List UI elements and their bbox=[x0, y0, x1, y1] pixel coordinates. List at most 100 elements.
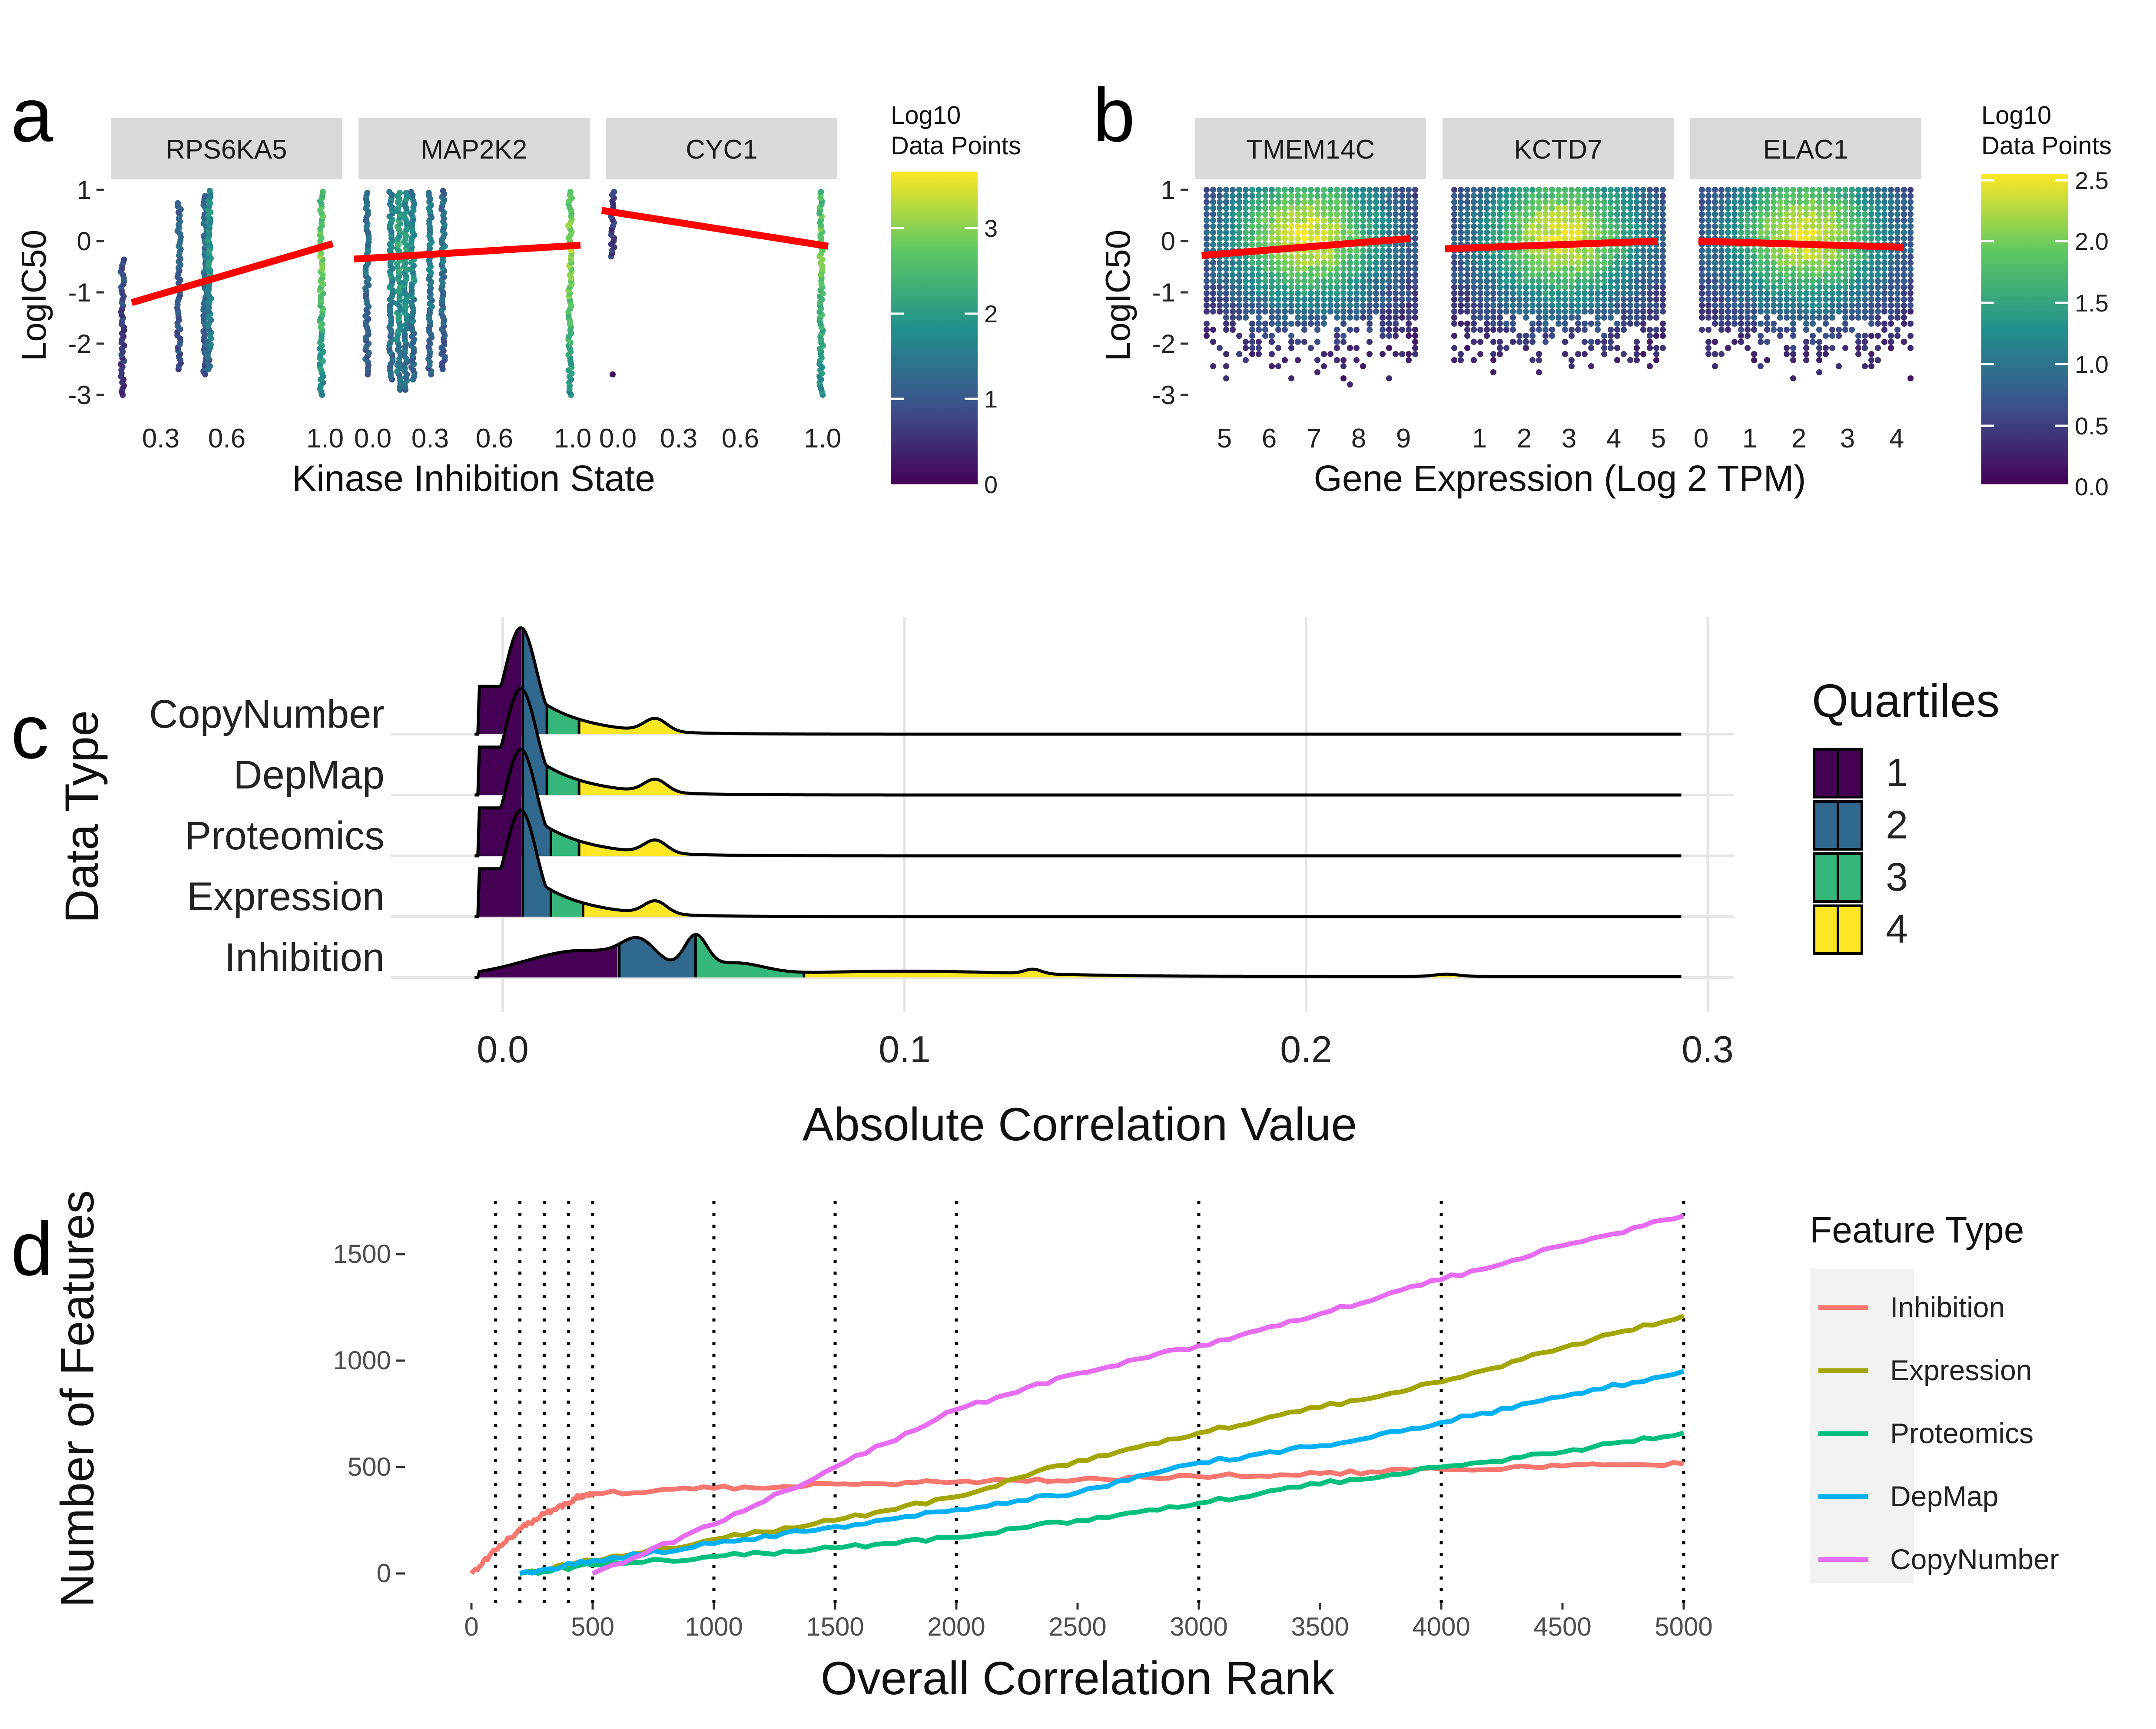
hexbin-point bbox=[1738, 339, 1744, 345]
hexbin-point bbox=[1288, 266, 1294, 272]
hexbin-point bbox=[1575, 296, 1581, 302]
hexbin-point bbox=[1262, 229, 1268, 235]
hexbin-point bbox=[1745, 321, 1751, 327]
series-line bbox=[519, 1313, 1685, 1576]
hexbin-point bbox=[1575, 302, 1581, 308]
hexbin-point bbox=[1503, 272, 1509, 278]
hexbin-point bbox=[1510, 193, 1516, 199]
hexbin-point bbox=[1367, 296, 1373, 302]
hexbin-point bbox=[1705, 248, 1712, 254]
hexbin-point bbox=[1862, 363, 1868, 369]
hexbin-point bbox=[1516, 217, 1522, 223]
hexbin-point bbox=[1653, 223, 1659, 229]
hexbin-point bbox=[1236, 333, 1242, 339]
hexbin-point bbox=[1901, 205, 1907, 211]
hexbin-point bbox=[1601, 296, 1607, 302]
xtick-label: 1.0 bbox=[554, 424, 591, 454]
hexbin-point bbox=[1868, 211, 1874, 217]
hexbin-point bbox=[206, 188, 213, 194]
hexbin-point bbox=[1751, 272, 1757, 278]
hexbin-point bbox=[1842, 205, 1848, 211]
hexbin-point bbox=[1582, 260, 1588, 266]
hexbin-point bbox=[1836, 260, 1842, 266]
hexbin-point bbox=[1204, 223, 1210, 229]
hexbin-point bbox=[1784, 229, 1790, 235]
hexbin-point bbox=[1523, 229, 1529, 235]
hexbin-point bbox=[1569, 302, 1575, 308]
hexbin-point bbox=[1536, 315, 1542, 321]
hexbin-point bbox=[1549, 223, 1555, 229]
hexbin-point bbox=[1647, 266, 1653, 272]
hexbin-point bbox=[1588, 248, 1594, 254]
hexbin-point bbox=[1262, 205, 1268, 211]
hexbin-point bbox=[1588, 272, 1594, 278]
hexbin-point bbox=[1230, 211, 1236, 217]
hexbin-point bbox=[1758, 278, 1764, 284]
colorbar-tick-label: 0.5 bbox=[2075, 412, 2109, 440]
xtick-label: 7 bbox=[1307, 424, 1321, 454]
hexbin-point bbox=[1582, 254, 1588, 260]
hexbin-point bbox=[1901, 290, 1907, 296]
hexbin-point bbox=[1894, 205, 1901, 211]
hexbin-point bbox=[1321, 193, 1327, 199]
ridge-quartile-area bbox=[551, 829, 579, 856]
hexbin-point bbox=[1503, 205, 1509, 211]
hexbin-point bbox=[1334, 199, 1340, 205]
hexbin-point bbox=[1256, 351, 1262, 357]
hexbin-point bbox=[1660, 235, 1666, 242]
hexbin-point bbox=[1523, 278, 1529, 284]
hexbin-point bbox=[1542, 199, 1549, 205]
hexbin-point bbox=[1353, 223, 1360, 229]
hexbin-point bbox=[1471, 321, 1477, 327]
hexbin-point bbox=[1464, 235, 1470, 242]
hexbin-point bbox=[1262, 272, 1268, 278]
hexbin-point bbox=[1764, 284, 1770, 290]
hexbin-point bbox=[1529, 229, 1536, 235]
hexbin-point bbox=[1380, 315, 1386, 321]
hexbin-point bbox=[1236, 211, 1242, 217]
hexbin-point bbox=[1588, 229, 1594, 235]
hexbin-point bbox=[1699, 272, 1705, 278]
hexbin-point bbox=[1855, 187, 1861, 193]
hexbin-point bbox=[1477, 217, 1483, 223]
hexbin-point bbox=[1536, 266, 1542, 272]
hexbin-point bbox=[1725, 199, 1731, 205]
hexbin-point bbox=[1738, 211, 1744, 217]
hexbin-point bbox=[1204, 290, 1210, 296]
hexbin-point bbox=[1836, 308, 1842, 315]
hexbin-point bbox=[1699, 199, 1705, 205]
hexbin-point bbox=[1569, 193, 1575, 199]
hexbin-point bbox=[1249, 351, 1255, 357]
hexbin-point bbox=[1249, 333, 1255, 339]
hexbin-point bbox=[1484, 199, 1490, 205]
x-axis-title: Overall Correlation Rank bbox=[821, 1652, 1335, 1704]
hexbin-point bbox=[1367, 211, 1373, 217]
hexbin-point bbox=[1614, 187, 1620, 193]
hexbin-point bbox=[1360, 296, 1366, 302]
hexbin-point bbox=[1523, 308, 1529, 315]
hexbin-point bbox=[1608, 248, 1614, 254]
hexbin-point bbox=[1855, 296, 1861, 302]
hexbin-point bbox=[1542, 278, 1549, 284]
hexbin-point bbox=[1243, 187, 1249, 193]
hexbin-point bbox=[1627, 284, 1633, 290]
hexbin-point bbox=[1803, 339, 1809, 345]
hexbin-point bbox=[1888, 284, 1894, 290]
hexbin-point bbox=[1275, 260, 1281, 266]
hexbin-point bbox=[1784, 266, 1790, 272]
hexbin-point bbox=[1243, 308, 1249, 315]
hexbin-point bbox=[1556, 290, 1562, 296]
hexbin-point bbox=[1406, 248, 1412, 254]
hexbin-point bbox=[1634, 351, 1640, 357]
hexbin-point bbox=[1901, 187, 1907, 193]
hexbin-point bbox=[1236, 272, 1242, 278]
hexbin-point bbox=[1862, 254, 1868, 260]
hexbin-point bbox=[1849, 205, 1855, 211]
hexbin-point bbox=[1640, 254, 1646, 260]
hexbin-point bbox=[1810, 308, 1816, 315]
hexbin-point bbox=[1888, 205, 1894, 211]
hexbin-point bbox=[1399, 266, 1405, 272]
hexbin-point bbox=[1660, 248, 1666, 254]
hexbin-point bbox=[1386, 321, 1392, 327]
hexbin-point bbox=[1497, 193, 1503, 199]
